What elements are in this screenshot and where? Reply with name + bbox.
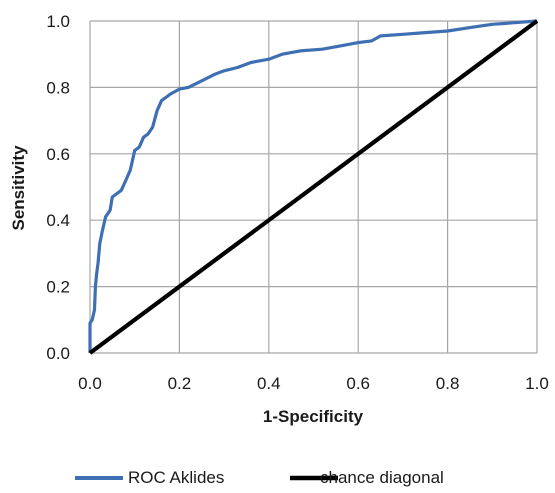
x-tick-label: 0.8 xyxy=(436,374,460,393)
x-axis-ticks: 0.0 0.2 0.4 0.6 0.8 1.0 xyxy=(78,374,549,393)
y-tick-label: 0.0 xyxy=(46,344,70,363)
y-tick-label: 0.8 xyxy=(46,78,70,97)
y-axis-ticks: 0.0 0.2 0.4 0.6 0.8 1.0 xyxy=(46,12,70,363)
x-tick-label: 1.0 xyxy=(525,374,549,393)
plot-series xyxy=(88,19,539,355)
x-axis-title: 1-Specificity xyxy=(263,407,364,426)
roc-curve-line xyxy=(88,19,538,353)
x-tick-label: 0.0 xyxy=(78,374,102,393)
grid-lines xyxy=(89,20,538,354)
y-tick-label: 0.2 xyxy=(46,278,70,297)
chance-diagonal-line xyxy=(88,19,539,355)
x-tick-label: 0.4 xyxy=(257,374,281,393)
x-tick-label: 0.2 xyxy=(168,374,192,393)
y-axis-title: Sensitivity xyxy=(9,145,28,231)
legend: ROC Aklides chance diagonal xyxy=(75,468,444,487)
legend-label: chance diagonal xyxy=(320,468,444,487)
y-tick-label: 0.6 xyxy=(46,145,70,164)
y-tick-label: 0.4 xyxy=(46,211,70,230)
legend-label: ROC Aklides xyxy=(128,468,224,487)
y-tick-label: 1.0 xyxy=(46,12,70,31)
x-tick-label: 0.6 xyxy=(346,374,370,393)
